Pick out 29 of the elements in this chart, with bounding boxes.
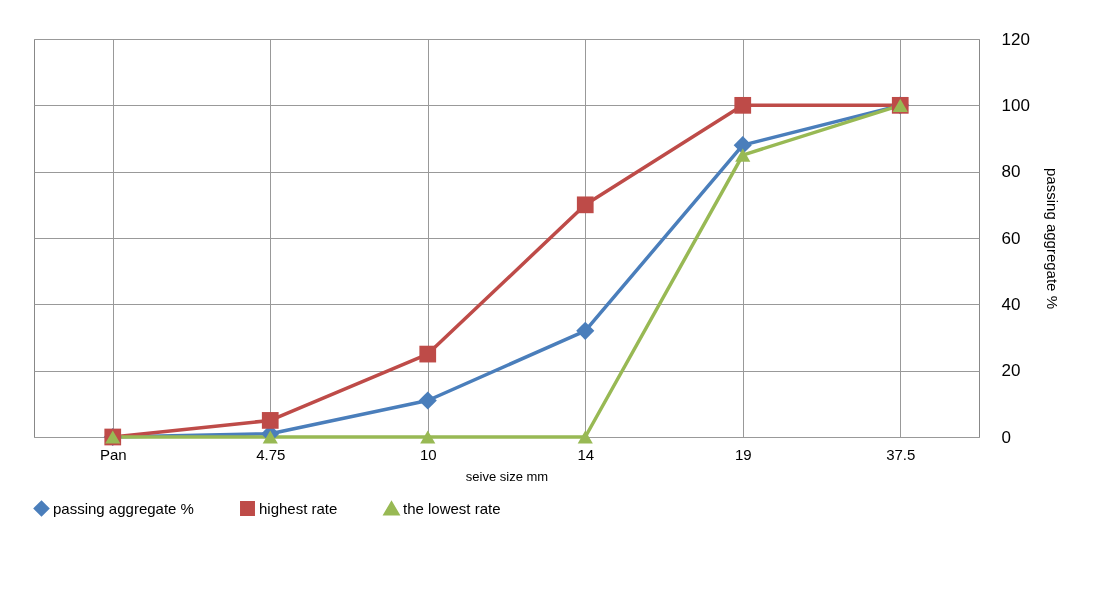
legend-label: the lowest rate (403, 499, 501, 517)
legend-label: passing aggregate % (53, 499, 194, 517)
y-axis-title: passing aggregate % (1043, 168, 1061, 309)
y-tick-label: 20 (1001, 361, 1021, 381)
y-tick-label: 120 (1001, 29, 1030, 49)
point (418, 391, 437, 410)
y-tick-label: 100 (1001, 95, 1030, 115)
point (734, 96, 752, 114)
x-tick-label: Pan (99, 445, 127, 463)
point (419, 345, 437, 363)
point (420, 430, 436, 444)
x-tick-label: 19 (734, 445, 752, 463)
point (576, 321, 595, 340)
point (261, 412, 279, 429)
y-tick-label: 40 (1001, 294, 1021, 314)
y-tick-label: 0 (1001, 427, 1011, 447)
legend-label: highest rate (259, 499, 338, 517)
y-tick-label: 80 (1001, 162, 1021, 182)
point (733, 136, 752, 155)
point (576, 196, 594, 214)
y-tick-label: 60 (1001, 228, 1021, 248)
x-tick-label: 14 (577, 445, 595, 463)
point (735, 148, 751, 162)
x-tick-label: 4.75 (256, 445, 286, 463)
point (262, 430, 278, 444)
x-tick-label: 10 (419, 445, 437, 463)
x-axis-title: seive size mm (465, 468, 549, 484)
x-tick-label: 37.5 (886, 445, 916, 463)
point (577, 430, 593, 444)
